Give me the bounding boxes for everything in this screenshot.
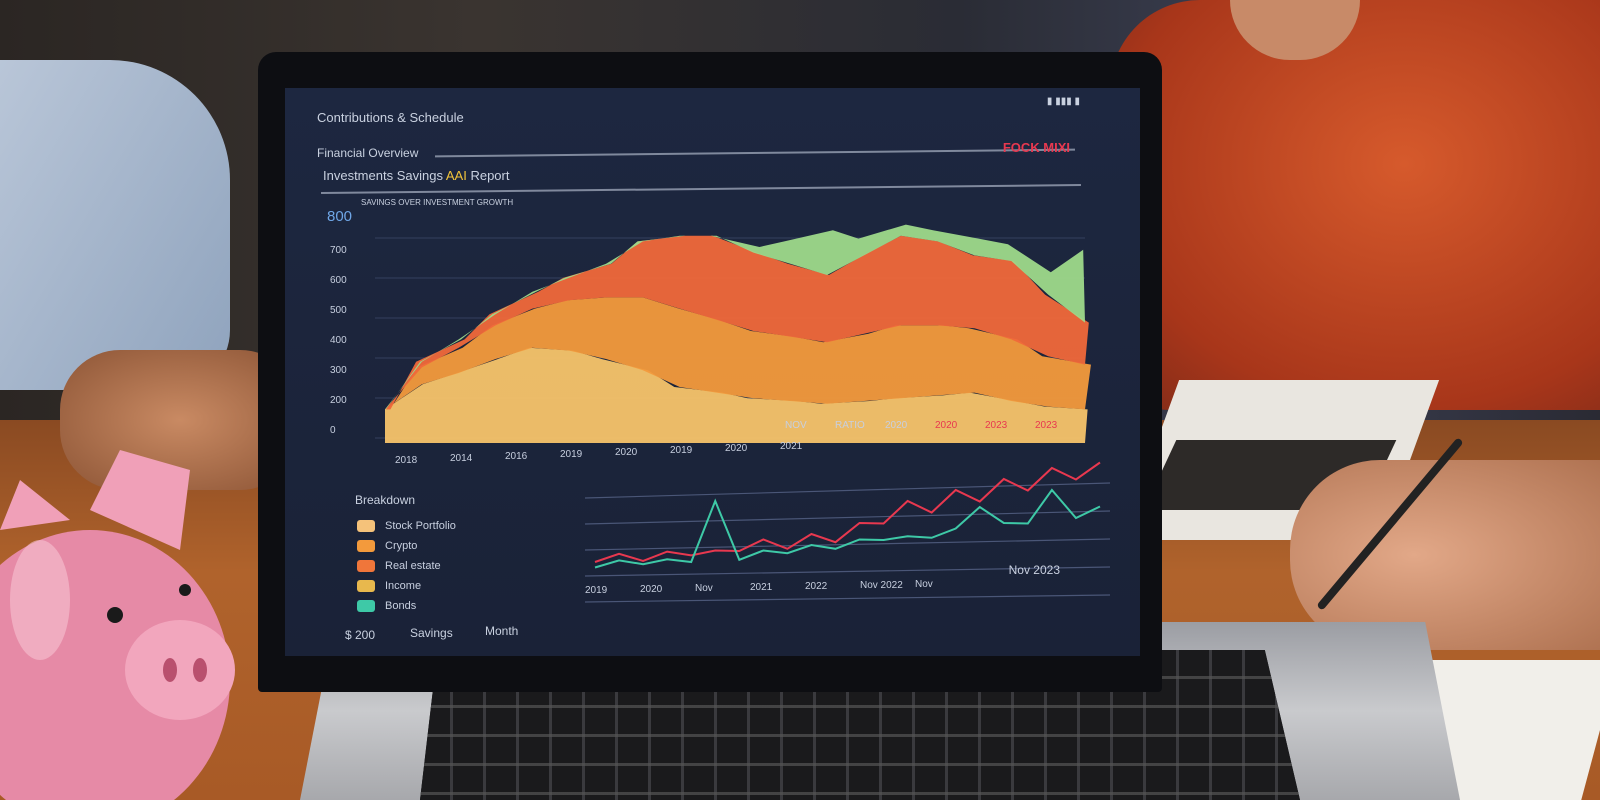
subtitle-text-2: Report	[470, 168, 510, 183]
x-tick-label: 2016	[505, 451, 528, 462]
legend-label: Stock Portfolio	[385, 520, 456, 532]
lower-x-tick-label: Nov	[695, 583, 713, 594]
y-tick-label: 500	[330, 305, 347, 316]
legend-swatch	[357, 600, 375, 612]
lower-x-tick-label: 2019	[585, 585, 608, 596]
x-tick-label: 2023	[1035, 420, 1058, 431]
lower-x-tick-label: Nov	[915, 579, 933, 590]
chart-caption: SAVINGS OVER INVESTMENT GROWTH	[361, 198, 514, 207]
alert-label: FOCK MIXI	[1002, 140, 1070, 155]
charts-svg: 700 600 500 400 300 200 0 NOV RATIO 2020 2020 2023 2…	[330, 224, 1111, 603]
laptop-screen: Contributions & Schedule ▮ ▮▮▮ ▮ Financi…	[285, 88, 1140, 656]
person-left-shirt	[0, 60, 230, 390]
status-icons: ▮ ▮▮▮ ▮	[1046, 96, 1080, 107]
lower-right-label: Nov 2023	[1008, 563, 1060, 577]
lower-x-tick-label: Nov 2022	[860, 580, 903, 591]
y-tick-label: 700	[330, 245, 347, 256]
y-tick-label: 200	[330, 395, 347, 406]
x-tick-label: 2014	[450, 453, 473, 464]
legend-swatch	[357, 540, 375, 552]
footer-label: Month	[485, 624, 519, 638]
line-series-0	[594, 461, 1101, 563]
lower-x-tick-label: 2022	[805, 581, 828, 592]
legend-label: Bonds	[385, 600, 417, 612]
y-top-label: 800	[327, 208, 353, 225]
grid-line	[584, 594, 1111, 603]
grid-line	[584, 510, 1111, 525]
legend-swatch	[357, 580, 375, 592]
y-tick-label: 600	[330, 275, 347, 286]
legend-item: Real estate	[357, 560, 456, 572]
legend-label: Income	[385, 580, 422, 592]
line-series-1	[594, 488, 1101, 569]
person-right-shirt	[1110, 0, 1600, 410]
grid-line	[584, 482, 1111, 499]
y-tick-label: 0	[330, 425, 336, 436]
lower-x-tick-label: 2020	[640, 584, 663, 595]
x-tick-label: 2019	[560, 449, 583, 460]
legend-item: Stock Portfolio	[357, 520, 456, 532]
x-tick-label: 2020	[615, 447, 638, 458]
x-tick-label: 2020	[935, 420, 958, 431]
area-series-2	[385, 235, 1089, 410]
area-series-0	[385, 347, 1088, 443]
footer-label: Savings	[410, 626, 453, 640]
x-tick-label: 2023	[985, 420, 1008, 431]
section-title: Financial Overview	[317, 146, 419, 160]
legend-item: Bonds	[357, 600, 456, 612]
app-title: Contributions & Schedule	[317, 110, 464, 125]
y-tick-label: 400	[330, 335, 347, 346]
grid-line	[584, 566, 1111, 577]
x-tick-label: 2020	[725, 443, 748, 454]
subtitle: Investments Savings AAI Report	[323, 168, 509, 183]
x-tick-label: 2018	[395, 455, 418, 466]
legend-item: Income	[357, 580, 456, 592]
x-tick-label: 2021	[780, 441, 803, 452]
person-right-hand	[1290, 460, 1600, 650]
subtitle-highlight: AAI	[445, 168, 467, 183]
legend-item: Crypto	[357, 540, 456, 552]
legend-swatch	[357, 560, 375, 572]
y-tick-label: 300	[330, 365, 347, 376]
legend-label: Real estate	[385, 560, 441, 572]
footer-left: $ 200	[345, 628, 376, 642]
lower-x-tick-label: 2021	[750, 582, 773, 593]
legend-label: Crypto	[385, 540, 418, 552]
legend: Stock Portfolio Crypto Real estate Income Bo…	[357, 520, 456, 620]
x-tick-label: 2019	[670, 445, 693, 456]
piggy-bank	[0, 450, 235, 800]
x-tick-label: NOV	[785, 420, 807, 431]
subtitle-text: Investments Savings	[323, 168, 443, 183]
x-tick-label: RATIO	[835, 420, 865, 431]
x-tick-label: 2020	[885, 420, 908, 431]
legend-title: Breakdown	[355, 493, 416, 507]
legend-swatch	[357, 520, 375, 532]
